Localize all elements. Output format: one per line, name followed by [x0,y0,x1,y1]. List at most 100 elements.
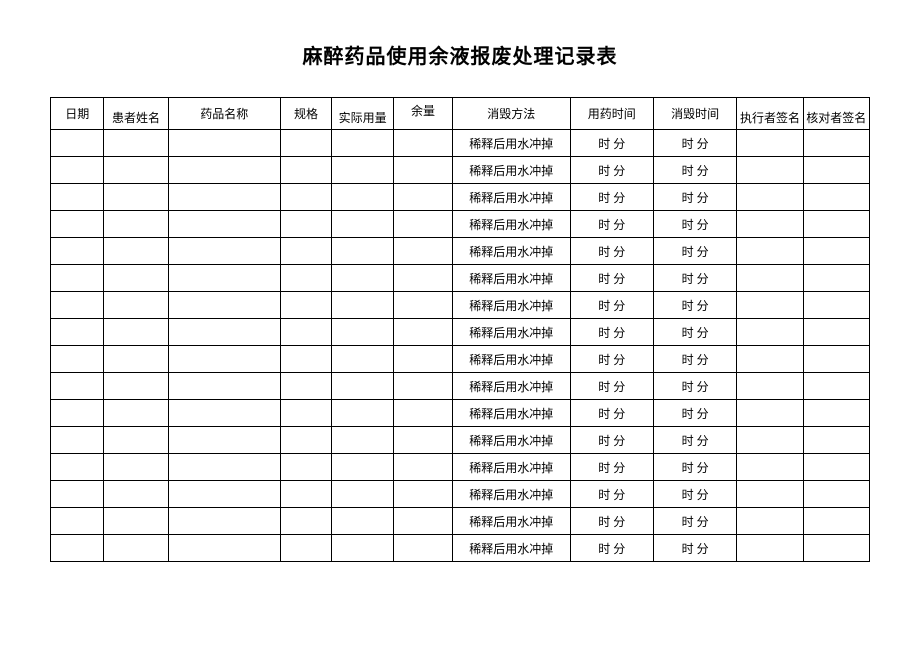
cell-actual [332,130,394,157]
cell-remain [394,454,453,481]
cell-destroytime: 时 分 [653,184,736,211]
cell-date [51,292,104,319]
cell-drug [168,157,280,184]
cell-drug [168,292,280,319]
cell-spec [280,265,331,292]
cell-patient [104,319,168,346]
cell-check [803,211,869,238]
cell-method: 稀释后用水冲掉 [452,481,570,508]
cell-patient [104,373,168,400]
cell-date [51,157,104,184]
cell-drug [168,238,280,265]
header-row: 日期患者姓名药品名称规格实际用量余量消毁方法用药时间消毁时间执行者签名核对者签名 [51,98,870,130]
cell-method: 稀释后用水冲掉 [452,535,570,562]
cell-actual [332,454,394,481]
cell-destroytime: 时 分 [653,508,736,535]
cell-spec [280,373,331,400]
cell-usetime: 时 分 [570,319,653,346]
column-header: 规格 [280,98,331,130]
cell-remain [394,292,453,319]
cell-exec [737,427,803,454]
cell-check [803,157,869,184]
cell-spec [280,454,331,481]
cell-drug [168,454,280,481]
cell-patient [104,157,168,184]
cell-patient [104,346,168,373]
column-header: 消毁方法 [452,98,570,130]
column-header: 患者姓名 [104,98,168,130]
cell-exec [737,508,803,535]
cell-remain [394,211,453,238]
table-row: 稀释后用水冲掉时 分时 分 [51,508,870,535]
cell-usetime: 时 分 [570,427,653,454]
cell-drug [168,319,280,346]
column-header: 消毁时间 [653,98,736,130]
cell-remain [394,373,453,400]
cell-destroytime: 时 分 [653,535,736,562]
cell-usetime: 时 分 [570,373,653,400]
cell-drug [168,481,280,508]
column-header: 实际用量 [332,98,394,130]
table-row: 稀释后用水冲掉时 分时 分 [51,157,870,184]
cell-usetime: 时 分 [570,157,653,184]
cell-exec [737,292,803,319]
cell-remain [394,535,453,562]
cell-method: 稀释后用水冲掉 [452,238,570,265]
cell-remain [394,157,453,184]
cell-method: 稀释后用水冲掉 [452,130,570,157]
cell-patient [104,427,168,454]
cell-actual [332,400,394,427]
column-header: 药品名称 [168,98,280,130]
cell-check [803,319,869,346]
cell-actual [332,481,394,508]
cell-exec [737,319,803,346]
cell-spec [280,400,331,427]
cell-remain [394,238,453,265]
cell-usetime: 时 分 [570,535,653,562]
cell-usetime: 时 分 [570,400,653,427]
cell-actual [332,535,394,562]
cell-check [803,400,869,427]
page-title: 麻醉药品使用余液报废处理记录表 [50,40,870,69]
cell-date [51,211,104,238]
cell-spec [280,211,331,238]
cell-remain [394,130,453,157]
table-row: 稀释后用水冲掉时 分时 分 [51,427,870,454]
cell-destroytime: 时 分 [653,454,736,481]
table-row: 稀释后用水冲掉时 分时 分 [51,265,870,292]
cell-destroytime: 时 分 [653,130,736,157]
cell-drug [168,265,280,292]
cell-exec [737,265,803,292]
cell-method: 稀释后用水冲掉 [452,508,570,535]
cell-destroytime: 时 分 [653,319,736,346]
cell-date [51,130,104,157]
cell-exec [737,535,803,562]
cell-usetime: 时 分 [570,211,653,238]
cell-date [51,400,104,427]
cell-drug [168,184,280,211]
table-row: 稀释后用水冲掉时 分时 分 [51,454,870,481]
cell-check [803,427,869,454]
cell-method: 稀释后用水冲掉 [452,319,570,346]
table-row: 稀释后用水冲掉时 分时 分 [51,211,870,238]
cell-date [51,535,104,562]
column-header: 用药时间 [570,98,653,130]
cell-drug [168,346,280,373]
cell-drug [168,373,280,400]
cell-date [51,238,104,265]
cell-spec [280,184,331,211]
cell-actual [332,508,394,535]
cell-check [803,508,869,535]
cell-spec [280,346,331,373]
cell-remain [394,184,453,211]
table-row: 稀释后用水冲掉时 分时 分 [51,292,870,319]
cell-drug [168,535,280,562]
table-row: 稀释后用水冲掉时 分时 分 [51,238,870,265]
cell-spec [280,238,331,265]
cell-check [803,373,869,400]
cell-patient [104,481,168,508]
record-table: 日期患者姓名药品名称规格实际用量余量消毁方法用药时间消毁时间执行者签名核对者签名… [50,97,870,562]
cell-check [803,454,869,481]
cell-destroytime: 时 分 [653,373,736,400]
cell-patient [104,400,168,427]
